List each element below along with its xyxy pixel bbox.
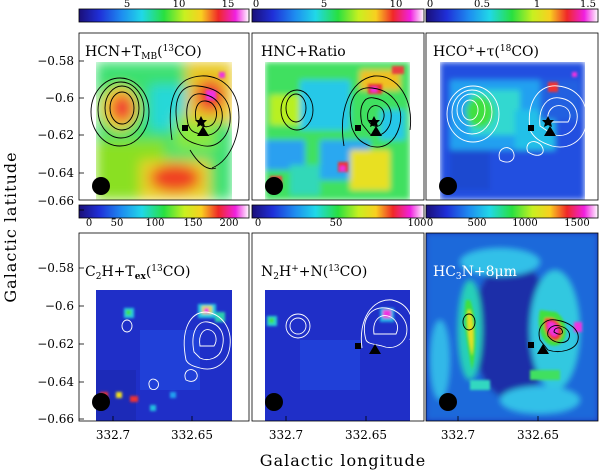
heatmap-panel-5 [252, 233, 424, 421]
ytick-bottom-0.6: −0.6 [45, 299, 74, 313]
xtick-p6-332.7: 332.7 [441, 428, 475, 442]
xtick-p5-332.65: 332.65 [345, 428, 387, 442]
cbar5-tick-100: 100 [407, 218, 426, 229]
panel-1-frame [78, 32, 250, 201]
panel-3-title: HCO++τ(18CO) [433, 44, 539, 60]
cbar2-tick-5: 5 [321, 0, 327, 10]
cbar1-tick-5: 5 [124, 0, 130, 10]
cbar4-tick-200: 200 [219, 218, 238, 229]
triangle-marker [370, 126, 382, 136]
cbar6-tick-0: 0 [427, 218, 433, 229]
heatmap-panel-4 [79, 233, 249, 421]
beam-marker [265, 177, 283, 195]
ytick-top-0.6: −0.6 [45, 91, 74, 105]
panel-5-title: N2H++N(13CO) [261, 264, 367, 282]
square-marker [355, 343, 361, 349]
colorbar-panel-3 [425, 8, 599, 23]
panel-5-frame [251, 232, 425, 422]
beam-marker [265, 393, 283, 411]
cbar4-tick-0: 0 [86, 218, 92, 229]
y-axis-label: Galactic latitude [1, 151, 20, 302]
ytick-top-0.58: −0.58 [37, 54, 74, 68]
panel-6-frame [425, 232, 599, 422]
square-marker [182, 125, 188, 131]
square-marker [528, 342, 534, 348]
cbar1-tick-15: 15 [222, 0, 235, 10]
panel-2-frame [251, 32, 425, 201]
triangle-marker [537, 344, 549, 354]
panel-3-frame [425, 32, 599, 201]
colorbar-panel-5 [251, 204, 425, 219]
tick-marks [79, 60, 539, 421]
panel-6-title: HC3N+8μm [433, 264, 517, 282]
square-marker [528, 125, 534, 131]
panel-4-title: C2H+Tex(13CO) [85, 264, 190, 282]
beam-marker [92, 393, 110, 411]
ytick-bottom-0.62: −0.62 [37, 337, 74, 351]
star-marker [368, 116, 380, 127]
cbar2-tick-0: 0 [253, 0, 259, 10]
beam-marker [439, 177, 457, 195]
xtick-p5-332.7: 332.7 [269, 428, 303, 442]
heatmap-panel-1 [79, 33, 249, 200]
cbar3-tick-1.5: 1.5 [580, 0, 596, 10]
cbar5-tick-50: 50 [330, 218, 343, 229]
triangle-marker [369, 344, 381, 354]
star-marker [195, 116, 207, 127]
ytick-bottom-0.58: −0.58 [37, 261, 74, 275]
x-axis-label: Galactic longitude [260, 451, 426, 470]
cbar2-tick-10: 10 [390, 0, 403, 10]
colorbar-panel-4 [78, 204, 250, 219]
cbar4-tick-150: 150 [183, 218, 202, 229]
colorbar-panel-1 [78, 8, 250, 23]
colorbar-panel-6 [425, 204, 599, 219]
triangle-marker [544, 126, 556, 136]
xtick-p6-332.65: 332.65 [517, 428, 559, 442]
heatmap-panel-6 [426, 233, 598, 421]
beam-marker [439, 393, 457, 411]
colorbar-panel-2 [251, 8, 425, 23]
cbar4-tick-50: 50 [111, 218, 124, 229]
cbar4-tick-100: 100 [145, 218, 164, 229]
xtick-p4-332.65: 332.65 [171, 428, 213, 442]
ytick-bottom-0.64: −0.64 [37, 375, 74, 389]
star-marker [542, 116, 554, 127]
panel-4-frame [78, 232, 250, 422]
heatmap-panel-2 [252, 33, 424, 200]
square-marker [355, 125, 361, 131]
cbar6-tick-1500: 1500 [564, 218, 589, 229]
cbar3-tick-0.5: 0.5 [474, 0, 490, 10]
cbar3-tick-1: 1 [534, 0, 540, 10]
cbar6-tick-500: 500 [467, 218, 486, 229]
heatmap-panel-3 [426, 33, 598, 200]
triangle-marker [197, 126, 209, 136]
ytick-bottom-0.66: −0.66 [37, 412, 74, 426]
ytick-top-0.66: −0.66 [37, 194, 74, 208]
ytick-top-0.64: −0.64 [37, 166, 74, 180]
cbar6-tick-1000: 1000 [512, 218, 537, 229]
cbar1-tick-10: 10 [173, 0, 186, 10]
panel-2-title: HNC+Ratio [261, 44, 346, 60]
cbar5-tick-0: 0 [255, 218, 261, 229]
beam-marker [92, 177, 110, 195]
xtick-p4-332.7: 332.7 [96, 428, 130, 442]
panel-1-title: HCN+TMB(13CO) [85, 44, 202, 62]
ytick-top-0.62: −0.62 [37, 128, 74, 142]
cbar3-tick-0: 0 [427, 0, 433, 10]
